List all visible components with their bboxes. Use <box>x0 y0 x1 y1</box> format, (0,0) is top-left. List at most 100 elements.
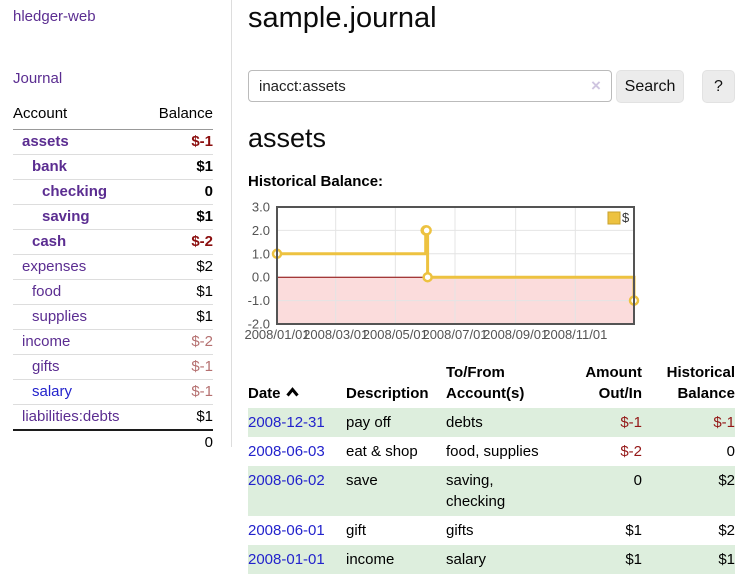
page-title: sample.journal <box>248 2 437 34</box>
svg-text:2008/11/01: 2008/11/01 <box>543 327 607 342</box>
register-row: 2008-12-31 pay off debts $-1 $-1 <box>248 408 735 437</box>
svg-text:3.0: 3.0 <box>252 200 270 215</box>
account-balance: $-2 <box>145 229 213 255</box>
column-header-accounts: To/From Account(s) <box>446 364 525 402</box>
transaction-accounts: debts <box>446 414 483 431</box>
account-column-header: Account <box>13 101 146 130</box>
register-table: Date Description To/From Account(s) Amou… <box>248 360 735 574</box>
account-link-saving[interactable]: saving <box>42 208 90 225</box>
accounts-total-value: 0 <box>145 429 213 455</box>
sidebar: hledger-web Journal Account Balance asse… <box>0 0 232 455</box>
account-balance: 0 <box>145 179 213 205</box>
account-row: liabilities:debts $1 <box>13 404 213 431</box>
account-row: cash $-2 <box>13 229 213 255</box>
transaction-balance: $1 <box>718 551 735 568</box>
account-link-gifts[interactable]: gifts <box>32 358 60 375</box>
svg-text:0.0: 0.0 <box>252 270 270 285</box>
transaction-date-link[interactable]: 2008-06-03 <box>248 443 325 460</box>
transaction-date-link[interactable]: 2008-12-31 <box>248 414 325 431</box>
transaction-description: pay off <box>346 414 391 431</box>
register-row: 2008-01-01 income salary $1 $1 <box>248 545 735 574</box>
register-row: 2008-06-01 gift gifts $1 $2 <box>248 516 735 545</box>
transaction-accounts: saving, checking <box>446 472 506 510</box>
search-input[interactable] <box>248 70 612 102</box>
account-link-bank[interactable]: bank <box>32 158 68 175</box>
account-link-checking[interactable]: checking <box>42 183 108 200</box>
transaction-description: income <box>346 551 395 568</box>
account-row: assets $-1 <box>13 129 213 155</box>
svg-text:2008/09/01: 2008/09/01 <box>483 327 548 342</box>
account-link-food[interactable]: food <box>32 283 62 300</box>
account-row: supplies $1 <box>13 304 213 330</box>
column-header-description: Description <box>346 385 429 402</box>
app-brand-link[interactable]: hledger-web <box>13 8 96 25</box>
account-balance: $-1 <box>145 354 213 380</box>
accounts-balance-table: Account Balance assets $-1 bank $1 check… <box>13 101 213 455</box>
transaction-date-link[interactable]: 2008-06-01 <box>248 522 325 539</box>
account-balance: $1 <box>145 304 213 330</box>
search-button[interactable]: Search <box>616 70 684 103</box>
transaction-date-link[interactable]: 2008-06-02 <box>248 472 325 489</box>
account-link-expenses[interactable]: expenses <box>22 258 87 275</box>
account-row: food $1 <box>13 279 213 305</box>
account-balance: $1 <box>145 204 213 230</box>
svg-text:2008/01/01: 2008/01/01 <box>244 327 309 342</box>
account-balance: $-1 <box>145 379 213 405</box>
transaction-balance: 0 <box>726 443 735 460</box>
sidebar-item-journal[interactable]: Journal <box>13 70 63 87</box>
account-link-cash[interactable]: cash <box>32 233 67 250</box>
account-balance: $2 <box>145 254 213 280</box>
account-heading: assets <box>248 123 327 153</box>
help-button[interactable]: ? <box>702 70 735 103</box>
main-content: sample.journal × Search ? assets Histori… <box>244 0 742 582</box>
accounts-total-row: 0 <box>13 429 213 455</box>
account-link-supplies[interactable]: supplies <box>32 308 88 325</box>
transaction-amount: $-2 <box>620 443 642 460</box>
svg-text:2008/07/01: 2008/07/01 <box>422 327 487 342</box>
account-link-income[interactable]: income <box>22 333 71 350</box>
transaction-balance: $2 <box>718 522 735 539</box>
column-header-balance: Historical Balance <box>666 364 735 402</box>
svg-text:$: $ <box>622 210 630 225</box>
transaction-amount: $-1 <box>620 414 642 431</box>
account-balance: $1 <box>145 279 213 305</box>
transaction-accounts: salary <box>446 551 487 568</box>
accounts-table-header-row: Account Balance <box>13 101 213 130</box>
account-row: income $-2 <box>13 329 213 355</box>
svg-text:1.0: 1.0 <box>252 246 270 261</box>
svg-text:-2.0: -2.0 <box>248 317 270 332</box>
account-link-assets[interactable]: assets <box>22 133 69 150</box>
historical-balance-chart: $2008/01/012008/03/012008/05/012008/07/0… <box>244 200 640 342</box>
clear-search-icon[interactable]: × <box>591 76 601 95</box>
register-header-row: Date Description To/From Account(s) Amou… <box>248 360 735 408</box>
transaction-description: save <box>346 472 378 489</box>
column-header-date[interactable]: Date <box>248 360 338 408</box>
account-row: checking 0 <box>13 179 213 205</box>
account-row: bank $1 <box>13 154 213 180</box>
transaction-accounts: gifts <box>446 522 474 539</box>
transaction-amount: $1 <box>625 551 642 568</box>
transaction-balance: $-1 <box>713 414 735 431</box>
account-row: saving $1 <box>13 204 213 230</box>
column-header-amount: Amount Out/In <box>585 364 642 402</box>
transaction-accounts: food, supplies <box>446 443 539 460</box>
svg-text:2008/03/01: 2008/03/01 <box>303 327 368 342</box>
account-row: gifts $-1 <box>13 354 213 380</box>
transaction-amount: 0 <box>633 472 642 489</box>
search-form: × Search ? <box>248 70 742 104</box>
account-row: expenses $2 <box>13 254 213 280</box>
account-link-salary[interactable]: salary <box>32 383 73 400</box>
account-balance: $1 <box>145 154 213 180</box>
transaction-date-link[interactable]: 2008-01-01 <box>248 551 325 568</box>
account-balance: $1 <box>145 404 213 431</box>
sort-ascending-icon <box>285 387 299 397</box>
transaction-description: gift <box>346 522 367 539</box>
account-link-liabilities-debts[interactable]: liabilities:debts <box>22 408 120 425</box>
transaction-amount: $1 <box>625 522 642 539</box>
register-row: 2008-06-02 save saving, checking 0 $2 <box>248 466 735 516</box>
register-row: 2008-06-03 eat & shop food, supplies $-2… <box>248 437 735 466</box>
account-balance: $-2 <box>145 329 213 355</box>
svg-text:2.0: 2.0 <box>252 223 270 238</box>
transaction-description: eat & shop <box>346 443 418 460</box>
